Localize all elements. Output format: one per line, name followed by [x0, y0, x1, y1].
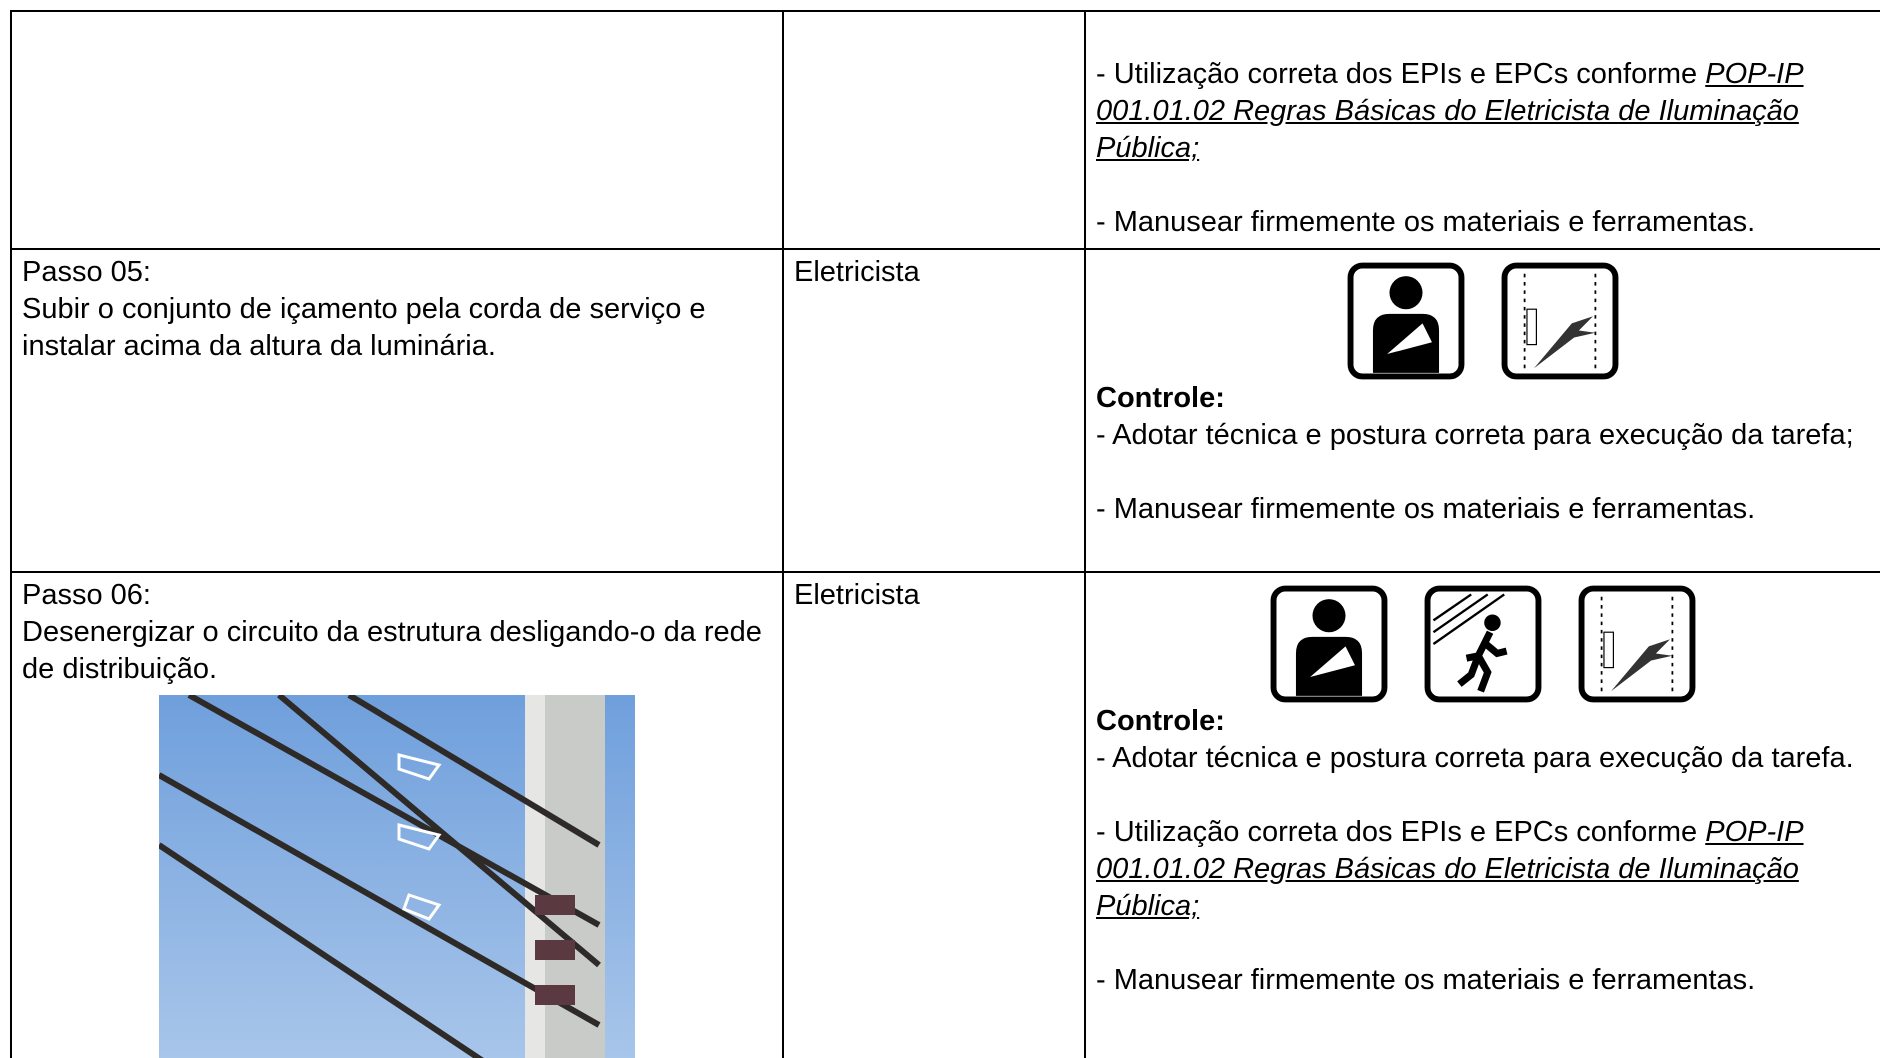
task-cell: Passo 06: Desenergizar o circuito da est… — [10, 571, 782, 1058]
role-cell: Eletricista — [782, 248, 1084, 571]
control-text: - Manusear firmemente os materiais e fer… — [1096, 964, 1756, 996]
control-item: - Manusear firmemente os materiais e fer… — [1096, 962, 1870, 999]
control-text: - Adotar técnica e postura correta para … — [1096, 419, 1854, 451]
task-cell: Passo 05: Subir o conjunto de içamento p… — [10, 248, 782, 571]
control-item: - Manusear firmemente os materiais e fer… — [1096, 491, 1870, 528]
control-item: - Utilização correta dos EPIs e EPCs con… — [1096, 56, 1870, 167]
electric-shock-icon — [1424, 585, 1542, 703]
task-text: Subir o conjunto de içamento pela corda … — [22, 293, 706, 362]
control-text: - Adotar técnica e postura correta para … — [1096, 742, 1854, 774]
control-text: - Manusear firmemente os materiais e fer… — [1096, 493, 1756, 525]
cell — [782, 10, 1084, 248]
task-text: Desenergizar o circuito da estrutura des… — [22, 616, 762, 685]
step-label: Passo 06: — [22, 579, 151, 611]
control-heading: Controle: — [1096, 382, 1225, 414]
reference-link[interactable]: POP-IP 001.01.02 Regras Básicas do Eletr… — [1096, 816, 1804, 922]
controls-cell: Controle: - Adotar técnica e postura cor… — [1084, 571, 1880, 1058]
controls-cell: Controle: - Adotar técnica e postura cor… — [1084, 248, 1880, 571]
role: Eletricista — [794, 256, 920, 288]
risk-icons — [1096, 585, 1870, 703]
control-item: - Manusear firmemente os materiais e fer… — [1096, 204, 1870, 241]
control-item: - Adotar técnica e postura correta para … — [1096, 740, 1870, 777]
cell — [10, 10, 782, 248]
control-text: - Manusear firmemente os materiais e fer… — [1096, 206, 1756, 238]
photo — [159, 695, 635, 1058]
control-text: - Utilização correta dos EPIs e EPCs con… — [1096, 58, 1706, 90]
controls-cell: - Utilização correta dos EPIs e EPCs con… — [1084, 10, 1880, 248]
role-cell: Eletricista — [782, 571, 1084, 1058]
control-item: - Adotar técnica e postura correta para … — [1096, 417, 1870, 454]
control-item: - Utilização correta dos EPIs e EPCs con… — [1096, 814, 1870, 925]
role: Eletricista — [794, 579, 920, 611]
risk-icons — [1096, 262, 1870, 380]
reference-link[interactable]: POP-IP 001.01.02 Regras Básicas do Eletr… — [1096, 58, 1804, 164]
control-heading: Controle: — [1096, 705, 1225, 737]
tool-icon — [1501, 262, 1619, 380]
ergonomic-icon — [1347, 262, 1465, 380]
step-label: Passo 05: — [22, 256, 151, 288]
control-text: - Utilização correta dos EPIs e EPCs con… — [1096, 816, 1706, 848]
tool-icon — [1578, 585, 1696, 703]
ergonomic-icon — [1270, 585, 1388, 703]
